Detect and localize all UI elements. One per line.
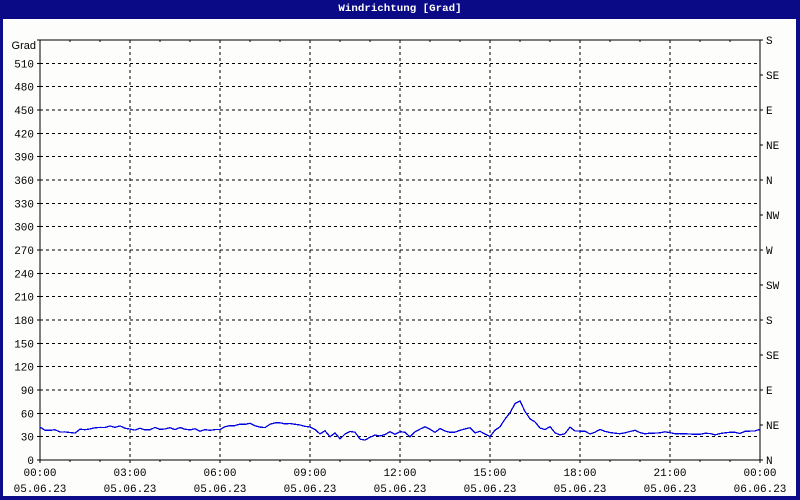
svg-text:05.06.23: 05.06.23 <box>374 484 427 496</box>
svg-text:S: S <box>766 36 773 48</box>
svg-text:W: W <box>766 246 773 258</box>
svg-text:SW: SW <box>766 281 780 293</box>
svg-text:240: 240 <box>14 269 34 281</box>
svg-text:60: 60 <box>21 409 34 421</box>
svg-text:E: E <box>766 386 773 398</box>
svg-text:N: N <box>766 176 773 188</box>
svg-text:NE: NE <box>766 141 780 153</box>
svg-text:00:00: 00:00 <box>23 468 56 480</box>
svg-text:NW: NW <box>766 211 780 223</box>
svg-text:120: 120 <box>14 363 34 375</box>
svg-text:SE: SE <box>766 71 780 83</box>
svg-text:510: 510 <box>14 59 34 71</box>
svg-text:15:00: 15:00 <box>473 468 506 480</box>
svg-text:390: 390 <box>14 153 34 165</box>
svg-text:09:00: 09:00 <box>293 468 326 480</box>
svg-text:450: 450 <box>14 106 34 118</box>
svg-text:480: 480 <box>14 83 34 95</box>
svg-text:0: 0 <box>27 456 34 468</box>
svg-text:03:00: 03:00 <box>113 468 146 480</box>
svg-text:30: 30 <box>21 433 34 445</box>
svg-text:360: 360 <box>14 176 34 188</box>
svg-text:12:00: 12:00 <box>383 468 416 480</box>
svg-text:NE: NE <box>766 421 780 433</box>
svg-text:Grad: Grad <box>12 40 36 52</box>
svg-text:300: 300 <box>14 223 34 235</box>
svg-text:05.06.23: 05.06.23 <box>284 484 337 496</box>
svg-text:05.06.23: 05.06.23 <box>644 484 697 496</box>
svg-text:150: 150 <box>14 339 34 351</box>
svg-text:06.06.23: 06.06.23 <box>734 484 787 496</box>
svg-text:18:00: 18:00 <box>563 468 596 480</box>
svg-text:180: 180 <box>14 316 34 328</box>
svg-text:05.06.23: 05.06.23 <box>554 484 607 496</box>
svg-text:21:00: 21:00 <box>653 468 686 480</box>
svg-text:90: 90 <box>21 386 34 398</box>
svg-text:420: 420 <box>14 129 34 141</box>
svg-text:330: 330 <box>14 199 34 211</box>
svg-text:05.06.23: 05.06.23 <box>194 484 247 496</box>
svg-text:210: 210 <box>14 293 34 305</box>
svg-text:05.06.23: 05.06.23 <box>464 484 517 496</box>
svg-text:270: 270 <box>14 246 34 258</box>
svg-text:06:00: 06:00 <box>203 468 236 480</box>
svg-text:N: N <box>766 456 773 468</box>
svg-text:00:00: 00:00 <box>743 468 776 480</box>
svg-text:S: S <box>766 316 773 328</box>
svg-text:05.06.23: 05.06.23 <box>104 484 157 496</box>
svg-text:05.06.23: 05.06.23 <box>14 484 67 496</box>
svg-text:E: E <box>766 106 773 118</box>
svg-text:SE: SE <box>766 351 780 363</box>
